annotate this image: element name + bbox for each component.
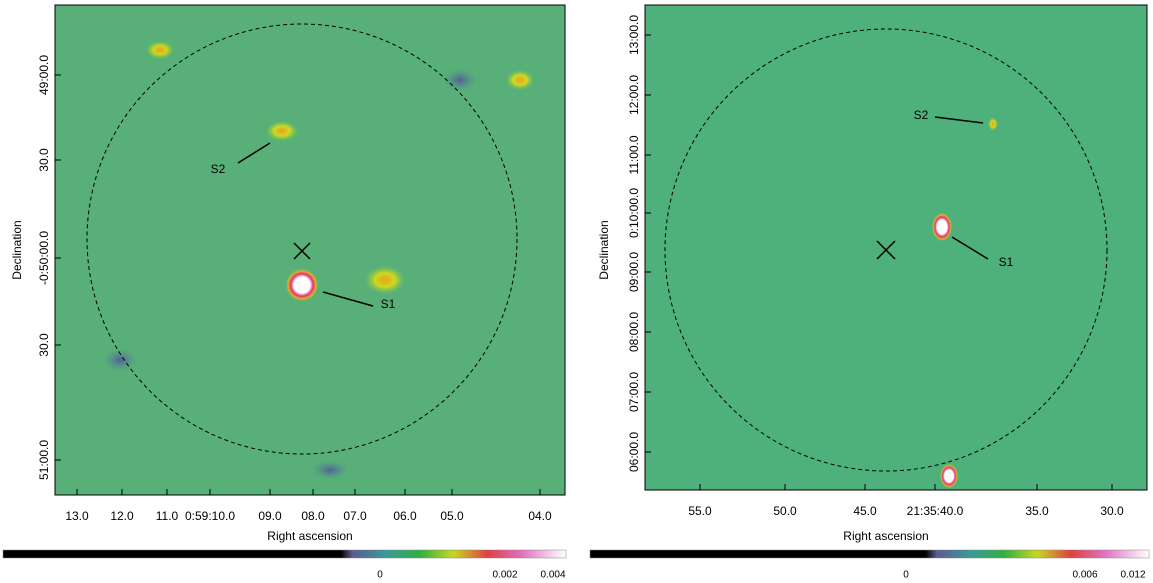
source-label: S1 — [999, 255, 1014, 269]
colorbar-tick-label: 0.012 — [1120, 570, 1145, 581]
blob — [102, 348, 138, 372]
x-tick-label: 09.0 — [258, 509, 282, 523]
x-tick-label: 0:59:10.0 — [185, 509, 235, 523]
source-label: S1 — [381, 297, 396, 311]
y-tick-label: 51:00.0 — [37, 440, 51, 480]
x-tick-label: 13.0 — [65, 509, 89, 523]
colorbar-tick-label: 0.002 — [492, 570, 517, 581]
x-tick-label: 50.0 — [773, 504, 797, 518]
colorbar-tick-label: 0.004 — [540, 570, 565, 581]
x-tick-label: 30.0 — [1100, 504, 1124, 518]
source-label: S2 — [211, 162, 226, 176]
y-axis-label: Declination — [597, 220, 611, 279]
x-tick-label: 12.0 — [110, 509, 134, 523]
figure: 13.0 12.0 11.0 0:59:10.0 09.0 08.0 07.0 06.0 05.… — [0, 0, 1153, 583]
x-tick-label: 08.0 — [301, 509, 325, 523]
blob — [310, 460, 350, 480]
y-tick-label: 07:00.0 — [627, 372, 641, 412]
source-label: S2 — [914, 108, 929, 122]
map-background — [645, 5, 1147, 490]
blob — [506, 70, 534, 90]
y-tick-label: 08:00.0 — [627, 312, 641, 352]
blob — [940, 464, 958, 488]
x-tick-label: 21:35:40.0 — [907, 504, 964, 518]
x-tick-label: 06.0 — [393, 509, 417, 523]
x-tick-label: 55.0 — [688, 504, 712, 518]
source-s1 — [286, 269, 318, 301]
y-tick-label: 09:00.0 — [627, 252, 641, 292]
y-tick-label: 0:10:00.0 — [627, 188, 641, 238]
colorbar — [590, 550, 1149, 558]
x-tick-label: 45.0 — [853, 504, 877, 518]
x-tick-label: 35.0 — [1025, 504, 1049, 518]
source-s2 — [988, 117, 998, 131]
x-tick-label: 05.0 — [440, 509, 464, 523]
colorbar-tick-label: 0.006 — [1072, 570, 1097, 581]
source-s2 — [266, 121, 298, 141]
x-axis-label: Right ascension — [267, 529, 352, 543]
colorbar-tick-label: 0 — [377, 570, 383, 581]
colorbar-tick-label: 0 — [903, 570, 909, 581]
y-tick-label: -0:50:00.0 — [37, 231, 51, 285]
x-tick-label: 07.0 — [343, 509, 367, 523]
y-tick-label: 49:00.0 — [37, 55, 51, 95]
map-background — [55, 5, 565, 495]
y-tick-label: 12:00.0 — [627, 75, 641, 115]
x-tick-label: 04.0 — [528, 509, 552, 523]
right-map — [645, 5, 1147, 490]
y-tick-label: 06:00.0 — [627, 432, 641, 472]
colorbar — [3, 550, 566, 558]
blob — [146, 41, 174, 59]
source-s1 — [932, 213, 952, 241]
y-tick-label: 30.0 — [37, 148, 51, 172]
left-map — [55, 5, 565, 495]
y-tick-label: 13:00.0 — [627, 15, 641, 55]
y-tick-label: 11:00.0 — [627, 135, 641, 174]
blob — [365, 266, 405, 294]
y-tick-label: 30.0 — [37, 333, 51, 357]
x-tick-label: 11.0 — [156, 509, 179, 523]
x-axis-label: Right ascension — [843, 529, 928, 543]
y-axis-label: Declination — [10, 220, 24, 279]
